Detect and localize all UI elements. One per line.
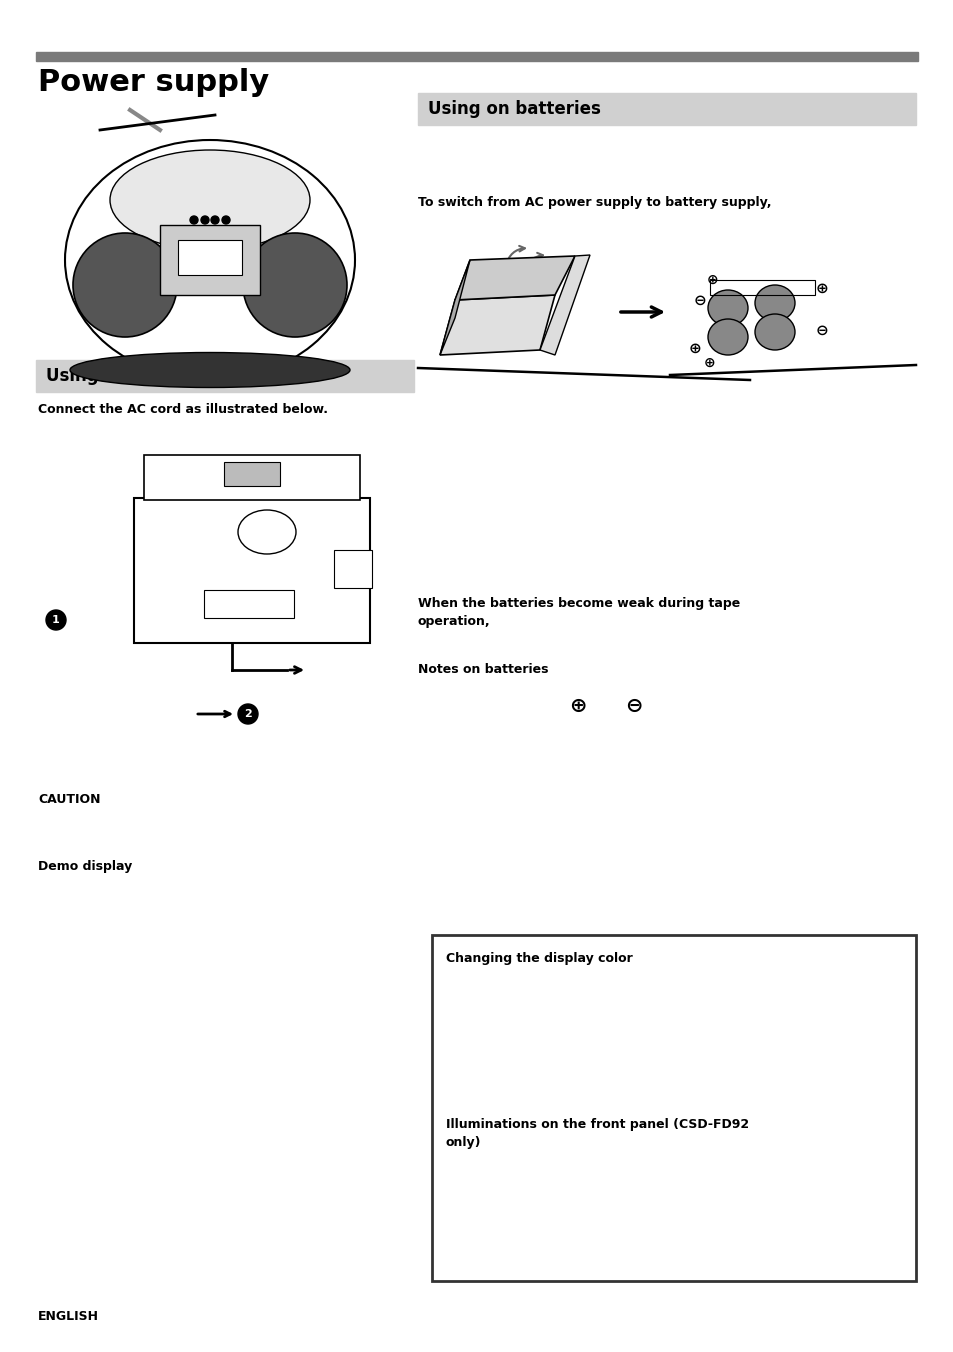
- Text: ⊕: ⊕: [815, 280, 827, 296]
- Circle shape: [73, 233, 177, 337]
- Bar: [144, 456, 359, 500]
- Circle shape: [222, 216, 230, 224]
- Text: ENGLISH: ENGLISH: [38, 1310, 99, 1324]
- Text: ⊖: ⊖: [693, 292, 705, 307]
- Bar: [204, 589, 294, 618]
- Bar: [417, 93, 915, 124]
- Text: ⊕: ⊕: [706, 273, 718, 287]
- Bar: [36, 51, 917, 61]
- Text: ⊕: ⊕: [688, 341, 700, 356]
- Bar: [160, 224, 260, 295]
- Circle shape: [201, 216, 209, 224]
- Ellipse shape: [754, 285, 794, 320]
- Text: 1: 1: [52, 615, 60, 625]
- Text: Power supply: Power supply: [38, 68, 269, 97]
- Text: Demo display: Demo display: [38, 860, 132, 873]
- Ellipse shape: [110, 150, 310, 250]
- Circle shape: [190, 216, 198, 224]
- Text: operation,: operation,: [417, 615, 490, 627]
- Text: ⊕: ⊕: [703, 356, 715, 370]
- Bar: [709, 280, 814, 295]
- Text: ⊖: ⊖: [624, 696, 642, 717]
- Circle shape: [237, 704, 257, 725]
- Bar: [224, 462, 280, 485]
- Bar: [36, 360, 414, 392]
- Ellipse shape: [707, 319, 747, 356]
- Circle shape: [243, 233, 347, 337]
- Text: Notes on batteries: Notes on batteries: [417, 662, 548, 676]
- Circle shape: [46, 610, 66, 630]
- Ellipse shape: [65, 141, 355, 380]
- Text: Using on batteries: Using on batteries: [428, 100, 600, 118]
- Text: Illuminations on the front panel (CSD-FD92: Illuminations on the front panel (CSD-FD…: [446, 1118, 748, 1132]
- Text: When the batteries become weak during tape: When the batteries become weak during ta…: [417, 598, 740, 610]
- Polygon shape: [539, 256, 589, 356]
- Bar: [334, 550, 372, 588]
- Text: To switch from AC power supply to battery supply,: To switch from AC power supply to batter…: [417, 196, 771, 210]
- Polygon shape: [439, 295, 555, 356]
- Text: CAUTION: CAUTION: [38, 794, 100, 806]
- Text: only): only): [446, 1136, 481, 1149]
- Ellipse shape: [707, 289, 747, 326]
- Ellipse shape: [754, 314, 794, 350]
- Text: 2: 2: [244, 708, 252, 719]
- Bar: [133, 498, 370, 644]
- Text: ⊕: ⊕: [569, 696, 586, 717]
- Circle shape: [211, 216, 219, 224]
- Polygon shape: [455, 256, 575, 300]
- Bar: [178, 241, 242, 274]
- Text: Connect the AC cord as illustrated below.: Connect the AC cord as illustrated below…: [38, 403, 328, 416]
- Ellipse shape: [237, 510, 295, 554]
- Text: Using on AC house current: Using on AC house current: [46, 366, 295, 385]
- Ellipse shape: [70, 353, 350, 388]
- Text: ⊖: ⊖: [815, 323, 827, 338]
- Polygon shape: [439, 260, 470, 356]
- Text: Changing the display color: Changing the display color: [446, 952, 632, 965]
- Bar: [432, 936, 915, 1280]
